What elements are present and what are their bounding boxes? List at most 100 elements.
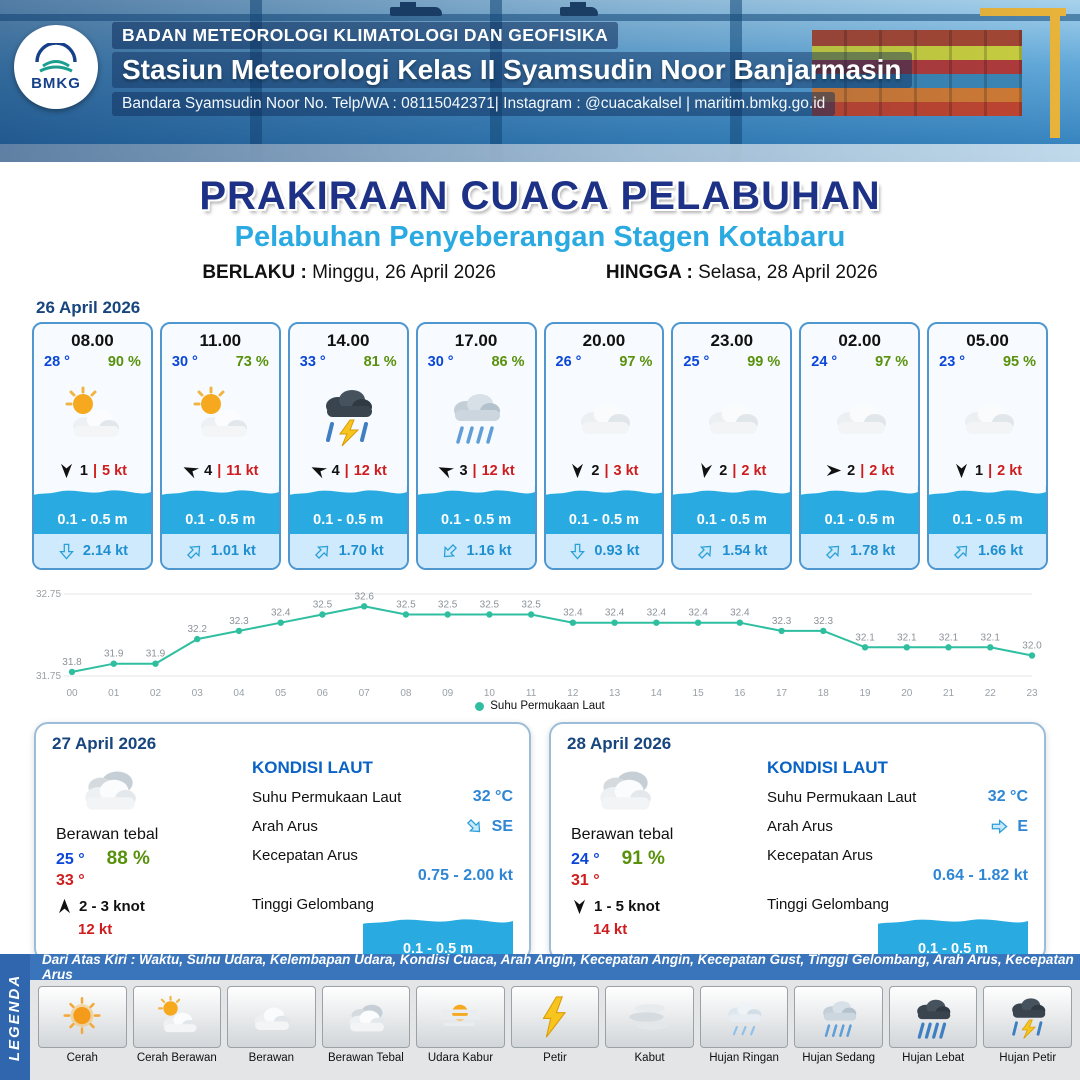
wind-gust: 5 kt: [102, 462, 127, 479]
sst-value: 32 °C: [472, 788, 513, 805]
current-row: 1.70 kt: [289, 534, 407, 568]
daily-card-27-april: 27 April 2026 Berawan tebal 25 ° 88 % 33…: [34, 722, 531, 963]
svg-text:22: 22: [985, 688, 997, 699]
wind-gust: 12 kt: [353, 462, 387, 479]
svg-text:32.3: 32.3: [772, 616, 792, 627]
wave-crest-shape: [289, 485, 407, 495]
current-direction-icon: [953, 545, 968, 559]
forecast-time: 11.00: [199, 331, 242, 350]
humidity: 81 %: [363, 354, 397, 370]
svg-text:32.4: 32.4: [271, 608, 291, 619]
header-banner: BMKG BADAN METEOROLOGI KLIMATOLOGI DAN G…: [0, 0, 1080, 162]
forecast-card-0800: 08.00 28 ° 90 % 1 | 5 kt 0.1 - 0.5 m 2.1…: [32, 322, 153, 570]
current-direction-icon: [186, 545, 200, 559]
wind-direction-icon: [701, 462, 713, 479]
sun-icon: [56, 994, 108, 1040]
svg-text:07: 07: [359, 688, 371, 699]
hingga-label: HINGGA :: [605, 262, 693, 283]
wave-height-label: Tinggi Gelombang: [252, 896, 375, 913]
weather-icon-cerah-berawan: [162, 370, 279, 462]
svg-text:20: 20: [901, 688, 913, 699]
divider: |: [604, 462, 609, 479]
air-temp: 25 °: [683, 354, 710, 370]
temp-min: 25 °: [56, 851, 85, 868]
forecast-card-2000: 20.00 26 ° 97 % 2 | 3 kt 0.1 - 0.5 m 0.9…: [543, 322, 665, 570]
wave-height: 0.1 - 0.5 m: [824, 512, 895, 528]
bmkg-globe-icon: [35, 42, 77, 72]
humidity: 90 %: [107, 354, 141, 370]
current-row: 1.78 kt: [801, 534, 919, 568]
svg-text:32.4: 32.4: [605, 608, 625, 619]
wave-height: 0.1 - 0.5 m: [952, 512, 1023, 528]
forecast-card-1100: 11.00 30 ° 73 % 4 | 11 kt 0.1 - 0.5 m 1.…: [159, 322, 281, 570]
wave-crest-shape: [417, 485, 535, 495]
svg-text:32.0: 32.0: [1022, 641, 1042, 652]
wind-direction-icon: [955, 463, 968, 479]
wind-speed: 2: [591, 462, 600, 479]
legend-item-cerah: Cerah: [38, 986, 127, 1064]
current-speed: 1.70 kt: [338, 543, 384, 559]
wave-crest-shape: [673, 485, 791, 495]
svg-text:32.75: 32.75: [36, 589, 61, 600]
berlaku-value: Minggu, 26 April 2026: [312, 262, 496, 283]
svg-text:18: 18: [818, 688, 830, 699]
berlaku-label: BERLAKU :: [202, 262, 307, 283]
temp-max: 33 °: [56, 872, 85, 889]
sst-label: Suhu Permukaan Laut: [767, 788, 917, 806]
svg-text:32.3: 32.3: [814, 616, 834, 627]
air-temp: 24 °: [811, 354, 838, 370]
legend-item-udara-kabur: Udara Kabur: [416, 986, 505, 1064]
wave-crest-shape: [34, 485, 151, 495]
wave-height-value: 0.1 - 0.5 m: [402, 941, 474, 957]
legend-note: Dari Atas Kiri : Waktu, Suhu Udara, Kele…: [30, 952, 1080, 982]
wind-direction-icon: [311, 467, 327, 479]
svg-text:06: 06: [317, 688, 329, 699]
humidity: 88 %: [106, 848, 150, 869]
legend-item-hujan-lebat: Hujan Lebat: [888, 986, 978, 1064]
wind-speed: 2: [847, 462, 856, 479]
current-speed-value: 0.64 - 1.82 kt: [932, 867, 1028, 884]
svg-text:32.4: 32.4: [730, 608, 750, 619]
current-direction-icon: [992, 819, 1008, 834]
divider: |: [217, 462, 222, 479]
wind-row: 2 | 3 kt: [546, 462, 663, 479]
legend-item-kabut: Kabut: [605, 986, 694, 1064]
current-speed: 1.78 kt: [850, 543, 896, 559]
svg-text:15: 15: [693, 688, 705, 699]
haze-icon: [434, 994, 486, 1040]
weather-icon-berawan: [801, 370, 918, 462]
legend-item-hujan-ringan: Hujan Ringan: [699, 986, 789, 1064]
svg-text:08: 08: [400, 688, 412, 699]
forecast-time: 17.00: [454, 331, 498, 350]
svg-text:32.5: 32.5: [396, 600, 416, 611]
wave-crest-shape: [929, 485, 1046, 495]
air-temp: 28 °: [44, 354, 70, 370]
humidity: 86 %: [491, 354, 525, 370]
daily-date: 28 April 2026: [567, 734, 672, 753]
wave-height-band: 0.1 - 0.5 m: [161, 485, 279, 534]
wave-height: 0.1 - 0.5 m: [313, 512, 384, 528]
weather-icon-cerah-berawan: [34, 370, 151, 462]
wind-row: 1 - 5 knot: [571, 898, 660, 915]
current-row: 1.16 kt: [417, 534, 535, 568]
weather-icon-berawan-tebal: [66, 756, 152, 822]
wind-speed: 1 - 5 knot: [594, 898, 660, 915]
wave-height-value: 0.1 - 0.5 m: [917, 941, 989, 957]
heavy-rain-icon: [907, 994, 959, 1040]
wave-crest-shape: [878, 914, 1028, 924]
condition-label: Berawan tebal: [56, 826, 159, 843]
wind-row: 1 | 2 kt: [929, 462, 1046, 479]
weather-icon-berawan: [929, 370, 1046, 462]
forecast-card-0500: 05.00 23 ° 95 % 1 | 2 kt 0.1 - 0.5 m 1.6…: [927, 322, 1048, 570]
humidity: 73 %: [235, 354, 269, 370]
wind-row: 2 - 3 knot: [56, 898, 145, 915]
legend-item-cerah-berawan: Cerah Berawan: [132, 986, 222, 1064]
station-name: Stasiun Meteorologi Kelas II Syamsudin N…: [112, 52, 912, 88]
forecast-card-2300: 23.00 25 ° 99 % 2 | 2 kt 0.1 - 0.5 m 1.5…: [671, 322, 793, 570]
forecast-time: 20.00: [582, 331, 626, 350]
current-direction-icon: [58, 543, 74, 560]
hingga-value: Selasa, 28 April 2026: [698, 262, 878, 283]
wave-crest-shape: [545, 485, 663, 495]
svg-text:10: 10: [484, 688, 496, 699]
svg-text:23: 23: [1026, 688, 1038, 699]
